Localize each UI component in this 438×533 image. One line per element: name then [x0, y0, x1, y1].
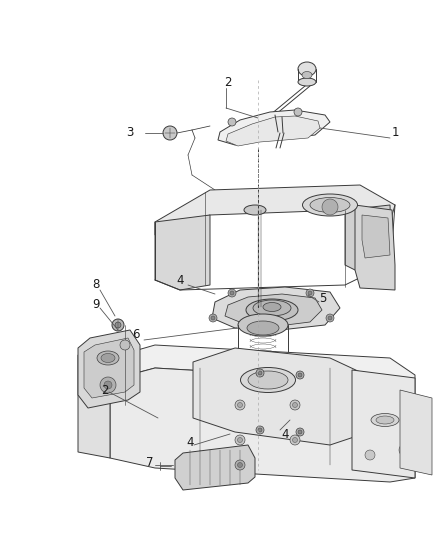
Ellipse shape	[240, 367, 296, 392]
Circle shape	[112, 319, 124, 331]
Ellipse shape	[371, 414, 399, 426]
Circle shape	[237, 402, 243, 408]
Polygon shape	[345, 205, 392, 270]
Text: 2: 2	[224, 76, 232, 88]
Text: 2: 2	[101, 384, 109, 397]
Polygon shape	[218, 110, 330, 145]
Text: 4: 4	[186, 437, 194, 449]
Circle shape	[209, 314, 217, 322]
Circle shape	[235, 460, 245, 470]
Ellipse shape	[298, 78, 316, 86]
Ellipse shape	[310, 198, 350, 213]
Circle shape	[256, 369, 264, 377]
Text: 1: 1	[391, 126, 399, 140]
Circle shape	[211, 316, 215, 320]
Circle shape	[298, 373, 302, 377]
Text: 6: 6	[132, 328, 140, 342]
Text: 3: 3	[126, 126, 134, 140]
Circle shape	[293, 438, 297, 442]
Circle shape	[290, 400, 300, 410]
Circle shape	[230, 291, 234, 295]
Ellipse shape	[298, 62, 316, 76]
Polygon shape	[78, 355, 110, 458]
Circle shape	[258, 371, 262, 375]
Polygon shape	[110, 368, 415, 482]
Circle shape	[233, 379, 240, 386]
Circle shape	[279, 413, 286, 419]
Circle shape	[237, 463, 243, 467]
Polygon shape	[225, 294, 322, 326]
Circle shape	[322, 199, 338, 215]
Ellipse shape	[244, 205, 266, 215]
Ellipse shape	[263, 303, 281, 311]
Circle shape	[104, 381, 112, 389]
Ellipse shape	[253, 300, 291, 316]
Polygon shape	[193, 348, 360, 445]
Circle shape	[294, 108, 302, 116]
Circle shape	[308, 291, 312, 295]
Circle shape	[328, 316, 332, 320]
Ellipse shape	[238, 314, 288, 336]
Polygon shape	[155, 185, 395, 235]
Polygon shape	[400, 390, 432, 475]
Circle shape	[282, 415, 285, 417]
Circle shape	[236, 382, 239, 384]
Circle shape	[399, 444, 411, 456]
Circle shape	[306, 289, 314, 297]
Circle shape	[120, 340, 130, 350]
Ellipse shape	[101, 353, 115, 362]
Ellipse shape	[247, 321, 279, 335]
Text: 4: 4	[176, 273, 184, 287]
Ellipse shape	[238, 369, 288, 391]
Circle shape	[293, 402, 297, 408]
Text: 5: 5	[319, 292, 327, 304]
Circle shape	[286, 379, 293, 386]
Ellipse shape	[302, 71, 312, 78]
Circle shape	[258, 428, 262, 432]
Ellipse shape	[303, 194, 357, 216]
Ellipse shape	[97, 351, 119, 365]
Text: 4: 4	[281, 429, 289, 441]
Circle shape	[365, 450, 375, 460]
Polygon shape	[355, 205, 395, 290]
Circle shape	[115, 322, 121, 328]
Circle shape	[326, 314, 334, 322]
Circle shape	[290, 435, 300, 445]
Circle shape	[100, 377, 116, 393]
Polygon shape	[155, 215, 210, 290]
Circle shape	[228, 118, 236, 126]
Circle shape	[296, 371, 304, 379]
Text: 7: 7	[146, 456, 154, 469]
Circle shape	[228, 289, 236, 297]
Ellipse shape	[376, 416, 394, 424]
Circle shape	[256, 426, 264, 434]
Circle shape	[287, 382, 290, 384]
Ellipse shape	[246, 299, 298, 321]
Circle shape	[237, 438, 243, 442]
Circle shape	[235, 435, 245, 445]
Circle shape	[296, 428, 304, 436]
Circle shape	[298, 430, 302, 434]
Polygon shape	[110, 345, 415, 395]
Circle shape	[240, 413, 247, 419]
Polygon shape	[226, 116, 320, 146]
Text: 8: 8	[92, 279, 100, 292]
Polygon shape	[78, 330, 140, 408]
Text: 9: 9	[92, 298, 100, 311]
Polygon shape	[175, 445, 255, 490]
Polygon shape	[212, 287, 340, 330]
Polygon shape	[352, 370, 415, 478]
Polygon shape	[362, 215, 390, 258]
Ellipse shape	[245, 402, 281, 418]
Circle shape	[241, 415, 244, 417]
Polygon shape	[84, 338, 134, 398]
Circle shape	[235, 400, 245, 410]
Ellipse shape	[248, 371, 288, 389]
Circle shape	[163, 126, 177, 140]
